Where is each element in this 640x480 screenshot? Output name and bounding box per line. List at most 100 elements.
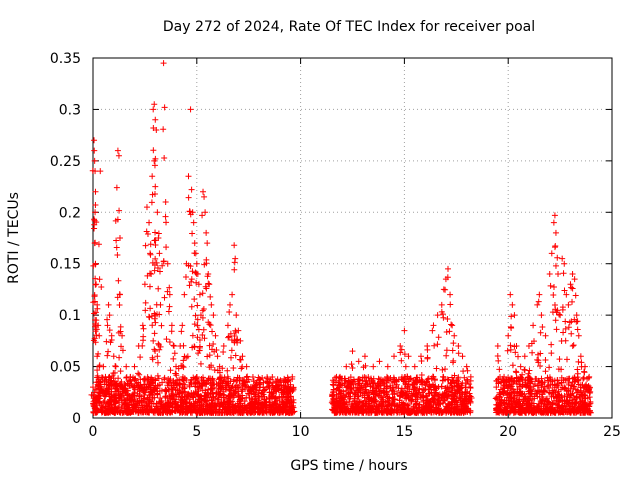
data-point [187,396,194,403]
data-point [220,399,227,406]
data-point [124,396,131,403]
data-point [423,378,430,385]
data-point [363,400,370,407]
data-point [352,384,359,391]
grid-lines [93,58,612,418]
data-point [158,409,165,416]
data-point [363,408,370,415]
data-point [349,407,356,414]
data-point [144,403,151,410]
data-point [408,396,415,403]
data-point [105,400,112,407]
data-point [346,379,353,386]
data-point [286,407,293,414]
data-point [156,381,163,388]
data-point [208,385,215,392]
data-point [104,408,111,415]
data-point [260,404,267,411]
data-point [251,405,258,412]
data-point [344,405,351,412]
data-point [434,407,441,414]
data-point [387,409,394,416]
data-point [149,391,156,398]
data-point [114,404,121,411]
data-point [364,392,371,399]
data-point [233,382,240,389]
data-point [142,407,149,414]
data-point [358,409,365,416]
data-point [139,402,146,409]
data-point [343,401,350,408]
y-tick-label: 0.25 [50,154,81,170]
data-point [175,404,182,411]
y-axis-label: ROTI / TECUs [6,192,22,284]
data-point [223,378,230,385]
data-point [374,380,381,387]
data-point [194,379,201,386]
data-point [118,393,125,400]
data-point [264,374,271,381]
data-point [201,380,208,387]
data-point [208,389,215,396]
data-point [231,390,238,397]
data-point [124,409,131,416]
data-point [143,402,150,409]
data-point [387,407,394,414]
data-point [215,396,222,403]
data-point [155,375,162,382]
data-point [140,387,147,394]
data-point [236,403,243,410]
data-point [405,401,412,408]
data-point [219,409,226,416]
data-point [388,406,395,413]
data-point [110,408,117,415]
data-point [128,397,135,404]
data-point [179,394,186,401]
data-point [207,402,214,409]
data-point [411,407,418,414]
data-point [194,391,201,398]
data-point [380,400,387,407]
data-point [444,404,451,411]
data-point [246,408,253,415]
data-point [374,406,381,413]
data-point [193,409,200,416]
data-point [381,405,388,412]
data-point [190,400,197,407]
data-point [286,400,293,407]
data-point [408,408,415,415]
data-point [222,382,229,389]
x-tick-label: 0 [89,424,98,440]
data-point [198,403,205,410]
data-point [450,395,457,402]
data-point [124,403,131,410]
data-point [115,394,122,401]
data-point [259,409,266,416]
data-point [249,374,256,381]
data-point [109,396,116,403]
data-point [123,374,130,381]
data-point [419,406,426,413]
data-point [362,374,369,381]
data-point [256,376,263,383]
data-point [180,377,187,384]
data-point [348,386,355,393]
data-point [504,387,511,394]
data-point [399,407,406,414]
data-point [434,401,441,408]
data-point [271,409,278,416]
data-point [400,390,407,397]
data-point [396,397,403,404]
data-point [163,388,170,395]
data-point [157,395,164,402]
data-point [121,380,128,387]
data-point [373,409,380,416]
data-point [413,402,420,409]
data-point [423,379,430,386]
data-point [222,386,229,393]
data-point [195,388,202,395]
data-point [462,395,469,402]
data-point [96,398,103,405]
data-point [150,387,157,394]
data-point [416,386,423,393]
